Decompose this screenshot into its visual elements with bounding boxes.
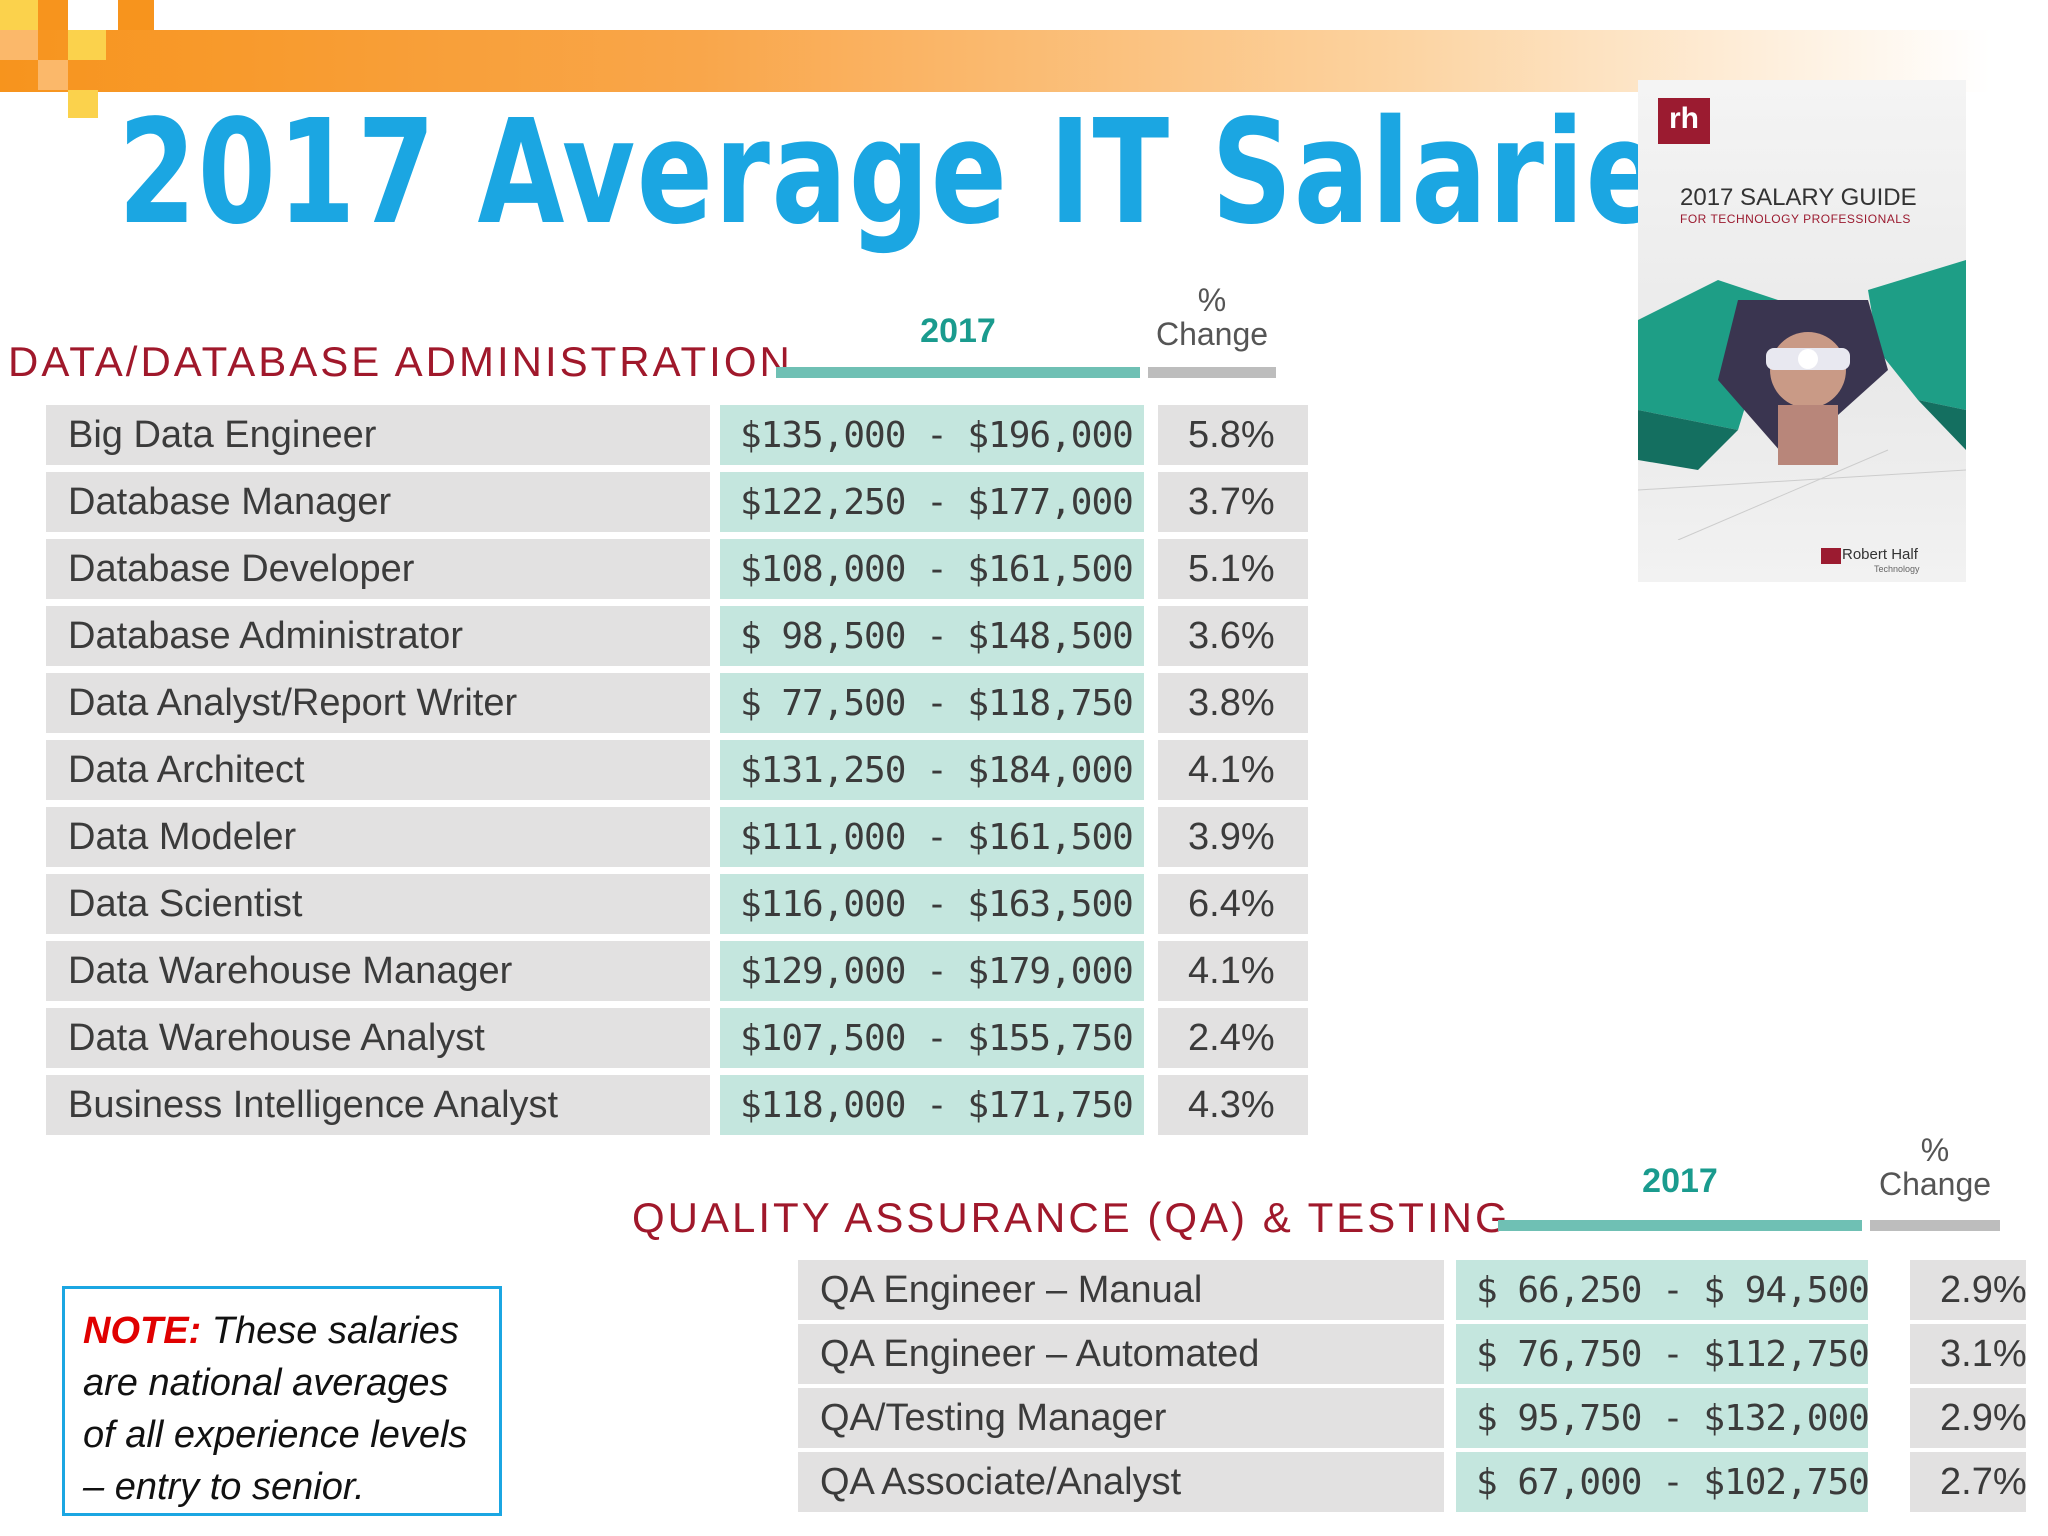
percent-change-cell: 3.1% <box>1910 1324 2027 1384</box>
role-cell: Database Developer <box>46 539 710 599</box>
salary-range-cell: $122,250 - $177,000 <box>720 472 1144 532</box>
note-text: These salaries are national averages of … <box>83 1310 468 1508</box>
cover-artwork <box>1638 260 1966 540</box>
qa-col-change-symbol: % <box>1920 1132 1950 1168</box>
role-cell: Data Modeler <box>46 807 710 867</box>
header-decoration <box>68 30 106 60</box>
page-title: 2017 Average IT Salaries <box>118 88 1732 256</box>
robert-half-logo-icon <box>1821 548 1841 564</box>
salary-range-cell: $ 77,500 - $118,750 <box>720 673 1144 733</box>
data-col-change-label: Change <box>1155 316 1269 352</box>
cover-subtitle: FOR TECHNOLOGY PROFESSIONALS <box>1680 212 1911 226</box>
qa-col-year: 2017 <box>1642 1162 1718 1200</box>
salary-range-cell: $ 98,500 - $148,500 <box>720 606 1144 666</box>
qa-col-change-underline <box>1870 1220 2000 1231</box>
salary-range-cell: $118,000 - $171,750 <box>720 1075 1144 1135</box>
role-cell: QA Associate/Analyst <box>798 1452 1444 1512</box>
role-cell: Business Intelligence Analyst <box>46 1075 710 1135</box>
data-col-year: 2017 <box>920 312 996 350</box>
percent-change-cell: 2.9% <box>1910 1388 2027 1448</box>
percent-change-cell: 3.6% <box>1158 606 1308 666</box>
percent-change-cell: 2.9% <box>1910 1260 2027 1320</box>
header-decoration <box>0 0 38 30</box>
salary-range-cell: $ 95,750 - $132,000 <box>1456 1388 1870 1448</box>
salary-range-cell: $131,250 - $184,000 <box>720 740 1144 800</box>
cover-brand: Robert Half <box>1842 546 1918 563</box>
percent-change-cell: 6.4% <box>1158 874 1308 934</box>
header-decoration <box>0 30 38 60</box>
salary-range-cell: $108,000 - $161,500 <box>720 539 1144 599</box>
salary-range-cell: $116,000 - $163,500 <box>720 874 1144 934</box>
percent-change-cell: 3.9% <box>1158 807 1308 867</box>
data-col-change-symbol: % <box>1197 282 1227 318</box>
percent-change-cell: 4.3% <box>1158 1075 1308 1135</box>
role-cell: QA/Testing Manager <box>798 1388 1444 1448</box>
qa-col-change-label: Change <box>1878 1166 1992 1202</box>
role-cell: Data Warehouse Analyst <box>46 1008 710 1068</box>
data-col-change-underline <box>1148 367 1276 378</box>
cover-brand-sub: Technology <box>1874 564 1920 574</box>
data-section-heading: DATA/DATABASE ADMINISTRATION <box>8 338 793 385</box>
salary-guide-cover: rh 2017 SALARY GUIDE FOR TECHNOLOGY PROF… <box>1638 80 1966 582</box>
role-cell: Data Architect <box>46 740 710 800</box>
header-decoration <box>38 0 68 30</box>
data-col-year-underline <box>776 367 1140 378</box>
cover-title: 2017 SALARY GUIDE <box>1680 184 1917 211</box>
percent-change-cell: 5.8% <box>1158 405 1308 465</box>
percent-change-cell: 3.8% <box>1158 673 1308 733</box>
role-cell: QA Engineer – Automated <box>798 1324 1444 1384</box>
salary-range-cell: $ 67,000 - $102,750 <box>1456 1452 1870 1512</box>
salary-range-cell: $111,000 - $161,500 <box>720 807 1144 867</box>
percent-change-cell: 4.1% <box>1158 740 1308 800</box>
role-cell: Data Scientist <box>46 874 710 934</box>
qa-col-year-underline <box>1498 1220 1862 1231</box>
salary-range-cell: $ 76,750 - $112,750 <box>1456 1324 1870 1384</box>
role-cell: Database Manager <box>46 472 710 532</box>
salary-range-cell: $129,000 - $179,000 <box>720 941 1144 1001</box>
salary-range-cell: $107,500 - $155,750 <box>720 1008 1144 1068</box>
role-cell: Database Administrator <box>46 606 710 666</box>
percent-change-cell: 3.7% <box>1158 472 1308 532</box>
role-cell: Big Data Engineer <box>46 405 710 465</box>
role-cell: Data Warehouse Manager <box>46 941 710 1001</box>
header-decoration <box>38 60 68 90</box>
salary-range-cell: $ 66,250 - $ 94,500 <box>1456 1260 1870 1320</box>
rh-logo: rh <box>1658 98 1710 144</box>
role-cell: Data Analyst/Report Writer <box>46 673 710 733</box>
note-box: NOTE: These salaries are national averag… <box>62 1286 502 1516</box>
percent-change-cell: 4.1% <box>1158 941 1308 1001</box>
header-decoration <box>118 0 154 30</box>
role-cell: QA Engineer – Manual <box>798 1260 1444 1320</box>
header-decoration <box>68 90 98 118</box>
salary-range-cell: $135,000 - $196,000 <box>720 405 1144 465</box>
percent-change-cell: 5.1% <box>1158 539 1308 599</box>
note-label: NOTE: <box>83 1310 202 1352</box>
percent-change-cell: 2.4% <box>1158 1008 1308 1068</box>
qa-section-heading: QUALITY ASSURANCE (QA) & TESTING <box>632 1194 1511 1241</box>
percent-change-cell: 2.7% <box>1910 1452 2027 1512</box>
